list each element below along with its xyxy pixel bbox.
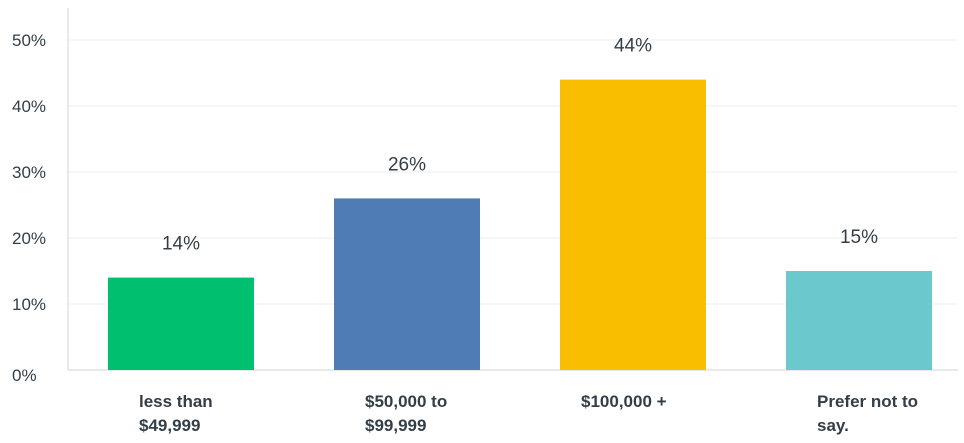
category-label: $50,000 to bbox=[365, 392, 447, 411]
category-label: $49,999 bbox=[139, 416, 200, 435]
y-tick-label: 50% bbox=[12, 31, 46, 50]
bars bbox=[108, 79, 932, 370]
category-label: say. bbox=[817, 416, 849, 435]
gridlines bbox=[68, 39, 958, 305]
data-label: 44% bbox=[614, 36, 652, 57]
category-label: $99,999 bbox=[365, 416, 426, 435]
bar bbox=[560, 79, 706, 370]
y-tick-label: 40% bbox=[12, 97, 46, 116]
category-labels: less than $49,999 $50,000 to $99,999 $100,00… bbox=[139, 392, 918, 435]
category-label: Prefer not to bbox=[817, 392, 918, 411]
data-labels: 14% 26% 44% 15% bbox=[162, 36, 878, 255]
data-label: 14% bbox=[162, 234, 200, 255]
y-tick-label: 0% bbox=[12, 366, 37, 385]
y-tick-label: 10% bbox=[12, 295, 46, 314]
bar bbox=[108, 277, 254, 370]
y-axis-tick-labels: 0% 10% 20% 30% 40% 50% bbox=[12, 31, 46, 385]
bar bbox=[334, 198, 480, 370]
data-label: 26% bbox=[388, 154, 426, 175]
y-tick-label: 20% bbox=[12, 229, 46, 248]
data-label: 15% bbox=[840, 227, 878, 248]
category-label: $100,000 + bbox=[581, 392, 667, 411]
bar bbox=[786, 271, 932, 370]
category-label: less than bbox=[139, 392, 213, 411]
y-tick-label: 30% bbox=[12, 163, 46, 182]
